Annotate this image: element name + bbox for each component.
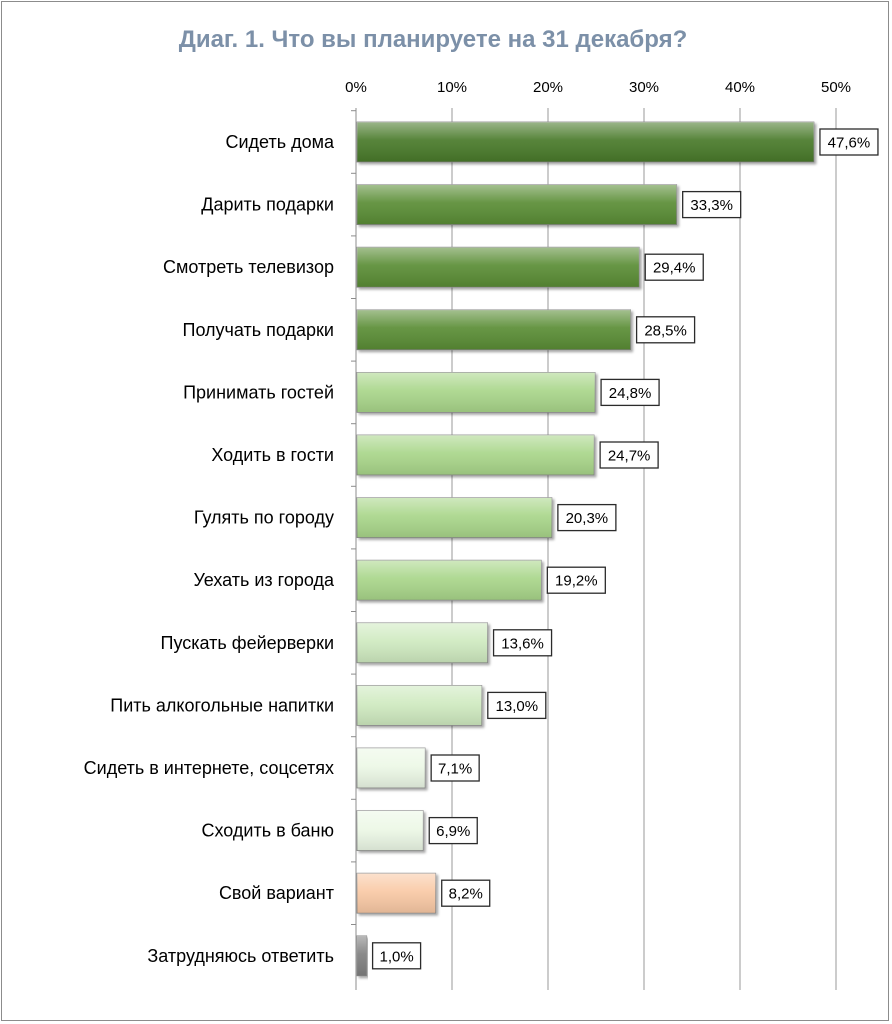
category-label: Гулять по городу (194, 508, 334, 528)
data-label: 20,3% (557, 503, 617, 532)
bar (356, 309, 632, 351)
x-tick-label: 50% (821, 79, 851, 96)
bar (356, 246, 640, 288)
x-tick-label: 0% (345, 79, 367, 96)
bar (356, 747, 426, 789)
data-label: 7,1% (430, 754, 480, 782)
chart-title: Диаг. 1. Что вы планируете на 31 декабря… (178, 26, 688, 53)
category-label: Принимать гостей (183, 382, 334, 402)
svg-text:47,6%: 47,6% (828, 135, 871, 152)
svg-text:1,0%: 1,0% (379, 948, 413, 965)
svg-text:13,0%: 13,0% (496, 698, 539, 715)
bar (356, 935, 368, 977)
category-label: Затрудняюсь ответить (147, 946, 334, 966)
bar (356, 371, 596, 413)
bar (356, 872, 437, 914)
data-label: 47,6% (819, 128, 879, 156)
bar (356, 810, 424, 851)
category-label: Получать подарки (183, 320, 335, 340)
data-label: 6,9% (428, 816, 478, 845)
svg-text:33,3%: 33,3% (690, 197, 733, 214)
data-label: 13,0% (487, 691, 547, 720)
data-label: 1,0% (371, 942, 422, 970)
category-label: Пить алкогольные напитки (110, 695, 334, 715)
x-tick-label: 30% (629, 79, 659, 96)
data-label: 29,4% (644, 253, 704, 281)
x-tick-label: 20% (533, 79, 563, 96)
category-label: Сходить в баню (201, 821, 334, 841)
data-label: 19,2% (546, 566, 606, 594)
bar (356, 121, 815, 163)
bar (356, 497, 553, 539)
data-label: 8,2% (441, 879, 491, 907)
category-label: Свой вариант (219, 883, 334, 903)
bar (356, 622, 488, 664)
category-label: Ходить в гости (211, 445, 334, 465)
category-label: Сидеть дома (226, 132, 335, 152)
svg-text:8,2%: 8,2% (449, 886, 483, 903)
bar (356, 434, 595, 476)
svg-text:24,7%: 24,7% (608, 448, 651, 465)
category-label: Уехать из города (193, 570, 335, 590)
svg-text:6,9%: 6,9% (436, 823, 470, 840)
data-label: 24,7% (599, 441, 659, 469)
svg-text:24,8%: 24,8% (609, 385, 652, 402)
x-axis-ticks: 0% 10% 20% 30% 40% 50% (345, 79, 851, 96)
svg-text:19,2%: 19,2% (555, 573, 598, 590)
x-tick-label: 40% (725, 79, 755, 96)
svg-text:13,6%: 13,6% (501, 635, 544, 652)
data-label: 13,6% (492, 629, 553, 657)
value-labels: 47,6% 33,3% 29,4% 28,5% 24,8% 24,7% 20,3% 19,2%… (371, 128, 879, 970)
category-label: Пускать фейерверки (161, 633, 334, 653)
svg-text:29,4%: 29,4% (653, 260, 696, 277)
svg-text:28,5%: 28,5% (644, 322, 687, 339)
svg-text:7,1%: 7,1% (438, 761, 472, 778)
bar (356, 685, 483, 726)
category-label: Дарить подарки (201, 195, 334, 215)
gridlines (351, 108, 837, 990)
data-label: 33,3% (682, 190, 742, 219)
category-label: Смотреть телевизор (163, 257, 334, 277)
bar (356, 559, 542, 601)
category-label: Сидеть в интернете, соцсетях (84, 758, 334, 778)
data-label: 24,8% (600, 378, 660, 407)
bar (356, 184, 678, 226)
x-tick-label: 10% (437, 79, 467, 96)
svg-text:20,3%: 20,3% (566, 510, 609, 527)
bars (356, 121, 815, 977)
category-labels: Сидеть дома Дарить подарки Смотреть телеви… (84, 132, 335, 966)
data-label: 28,5% (635, 316, 696, 344)
